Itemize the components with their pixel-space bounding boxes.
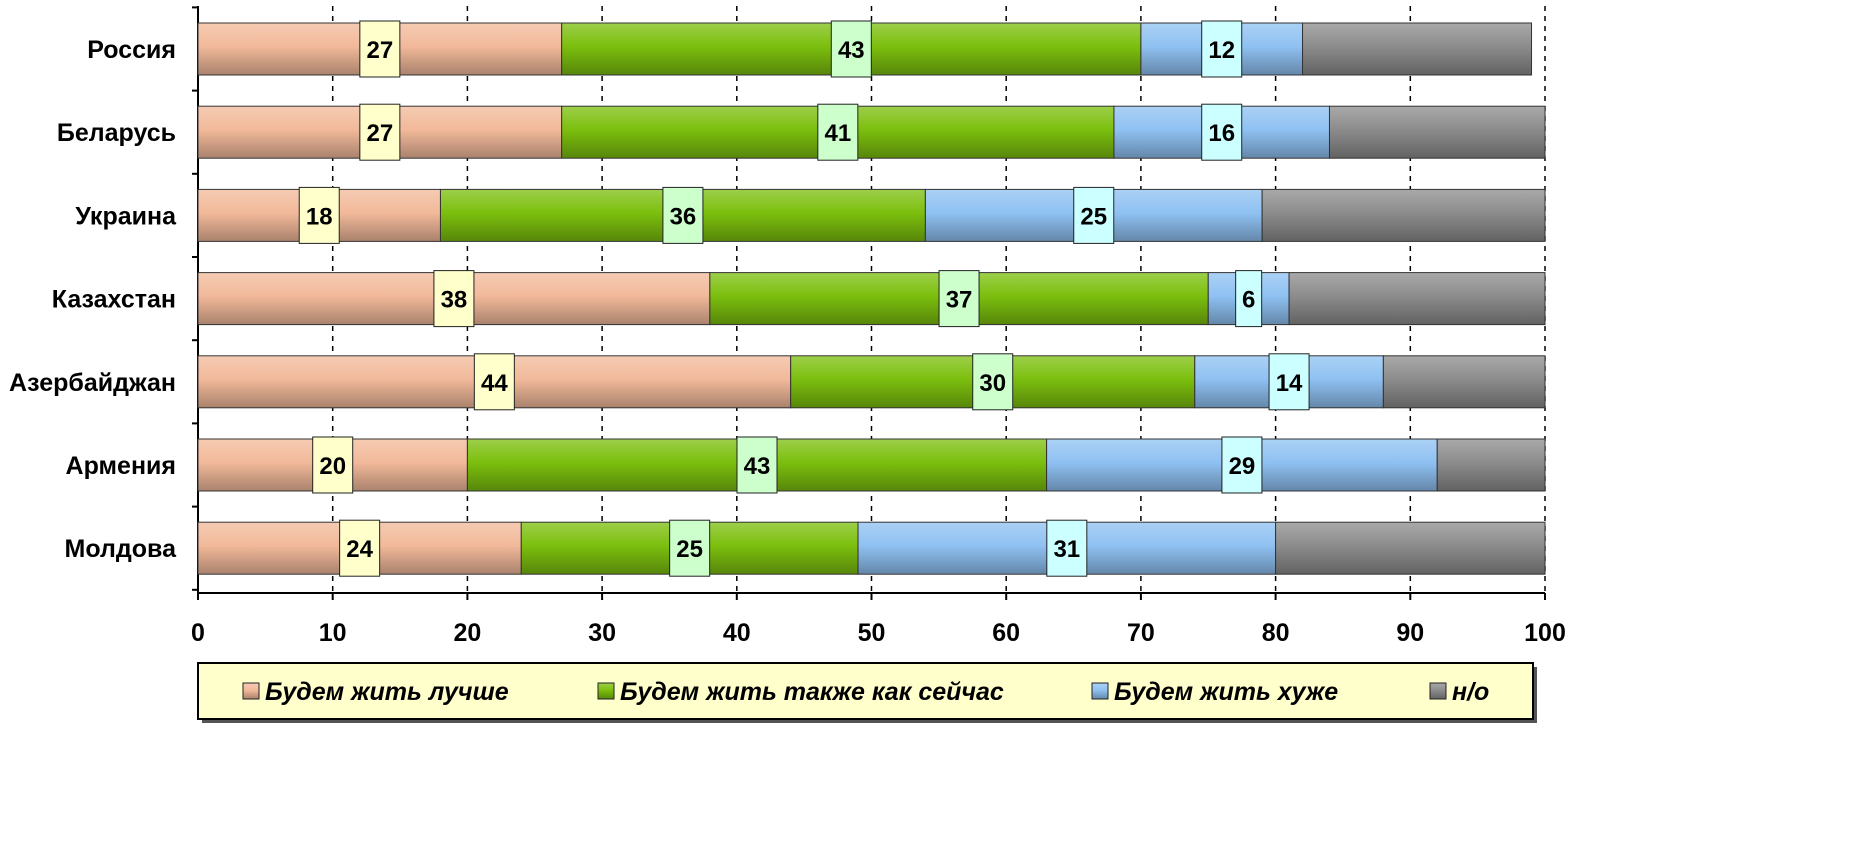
data-label: 12 — [1208, 37, 1235, 64]
data-label-box — [1046, 519, 1088, 577]
category-labels: Россия Беларусь Украина Казахстан Азербайджа… — [9, 36, 177, 563]
legend-label: Будем жить также как сейчас — [620, 678, 1004, 706]
data-label: 27 — [366, 37, 393, 64]
bar-segment — [1288, 272, 1546, 326]
data-label-box — [1201, 20, 1243, 78]
bar-segment — [1328, 105, 1546, 159]
data-label: 20 — [319, 453, 346, 480]
category-label: Беларусь — [57, 119, 176, 147]
data-label: 41 — [824, 120, 851, 147]
x-tick-label-100: 100 — [1524, 619, 1566, 647]
category-label: Армения — [66, 452, 176, 480]
data-label-box — [736, 436, 778, 494]
data-label: 27 — [366, 120, 393, 147]
data-label-box — [1221, 436, 1263, 494]
data-label: 25 — [1080, 203, 1107, 230]
x-tick-label-80: 80 — [1262, 619, 1290, 647]
x-tick-label-0: 0 — [191, 619, 205, 647]
x-tick-label-50: 50 — [858, 619, 886, 647]
data-label: 25 — [676, 536, 703, 563]
x-tick-labels: 0 10 20 30 40 50 60 70 80 90 100 — [191, 619, 1566, 647]
category-label: Казахстан — [52, 286, 176, 314]
data-label-box — [972, 353, 1014, 411]
data-label: 14 — [1276, 370, 1303, 397]
legend-box — [197, 662, 1534, 720]
legend-swatch — [597, 682, 615, 700]
data-label: 37 — [946, 287, 973, 314]
legend-label: Будем жить хуже — [1114, 678, 1338, 706]
data-labels: 27 43 12 27 41 16 18 36 25 38 37 6 44 30 14 20 43 29 24 25 3… — [298, 20, 1310, 577]
bar-segment — [1302, 22, 1533, 76]
bar-segment — [1382, 355, 1546, 409]
category-label: Россия — [87, 36, 176, 64]
category-label: Молдова — [65, 535, 178, 563]
bar-segment — [1275, 521, 1546, 575]
data-label-box — [669, 519, 711, 577]
data-label-box — [359, 103, 401, 161]
data-label-box — [817, 103, 859, 161]
data-label-box — [1201, 103, 1243, 161]
x-tick-label-90: 90 — [1396, 619, 1424, 647]
data-label: 29 — [1229, 453, 1256, 480]
data-label-box — [1073, 186, 1115, 244]
data-label-box — [830, 20, 872, 78]
data-label: 44 — [481, 370, 508, 397]
x-tick-label-10: 10 — [319, 619, 347, 647]
data-label: 24 — [346, 536, 373, 563]
data-label: 31 — [1053, 536, 1080, 563]
data-label-box — [433, 270, 475, 328]
data-label: 6 — [1242, 287, 1255, 314]
bar-segment — [1436, 438, 1546, 492]
legend: Будем жить лучше Будем жить также как сей… — [197, 662, 1537, 723]
category-label: Азербайджан — [9, 369, 176, 397]
data-label-box — [662, 186, 704, 244]
data-label-box — [359, 20, 401, 78]
data-label: 18 — [306, 203, 333, 230]
category-label: Украина — [75, 202, 177, 230]
bar-segment — [1261, 188, 1546, 242]
x-tick-label-40: 40 — [723, 619, 751, 647]
data-label-box — [1268, 353, 1310, 411]
legend-label: н/о — [1452, 678, 1489, 706]
data-label: 36 — [670, 203, 697, 230]
data-label: 43 — [838, 37, 865, 64]
legend-swatch — [1091, 682, 1109, 700]
data-label-box — [298, 186, 340, 244]
data-label-box — [473, 353, 515, 411]
data-label-box — [938, 270, 980, 328]
x-tick-label-70: 70 — [1127, 619, 1155, 647]
x-tick-label-30: 30 — [588, 619, 616, 647]
data-label-box — [312, 436, 354, 494]
data-label: 43 — [744, 453, 771, 480]
legend-swatch — [242, 682, 260, 700]
x-tick-label-60: 60 — [992, 619, 1020, 647]
data-label: 30 — [979, 370, 1006, 397]
x-tick-label-20: 20 — [453, 619, 481, 647]
data-label: 16 — [1208, 120, 1235, 147]
legend-swatch — [1429, 682, 1447, 700]
data-label-box — [339, 519, 381, 577]
legend-label: Будем жить лучше — [265, 678, 509, 706]
data-label: 38 — [441, 287, 468, 314]
data-label-box — [1235, 270, 1263, 328]
